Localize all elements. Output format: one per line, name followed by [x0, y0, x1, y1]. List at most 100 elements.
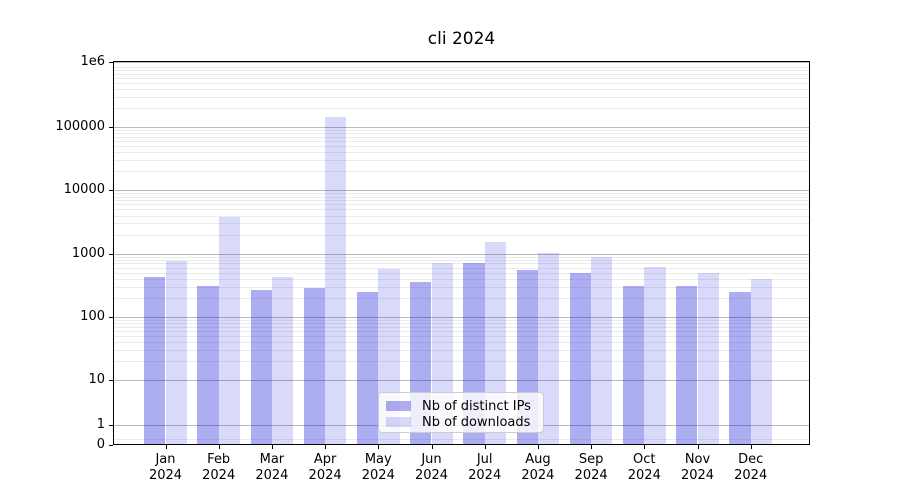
gridline-minor	[114, 152, 809, 154]
x-tick-label: Sep 2024	[574, 452, 608, 483]
x-tick-mark	[271, 445, 273, 449]
x-tick-mark	[378, 445, 380, 449]
bar-distinct-ips	[144, 276, 166, 444]
bar-distinct-ips	[250, 290, 272, 444]
gridline-minor	[114, 259, 809, 261]
gridline-minor	[114, 171, 809, 173]
gridline-minor	[114, 286, 809, 288]
gridline-minor	[114, 361, 809, 362]
x-tick-mark	[644, 445, 646, 449]
gridline-minor	[114, 256, 809, 258]
gridline-minor	[114, 196, 809, 198]
gridline-minor	[114, 209, 809, 211]
gridline-minor	[114, 83, 809, 84]
y-tick-mark	[109, 425, 113, 426]
gridline-minor	[114, 70, 809, 72]
gridline-major	[114, 380, 809, 381]
gridline-minor	[114, 89, 809, 91]
gridline-minor	[114, 322, 809, 324]
legend-swatch-downloads	[386, 417, 411, 427]
gridline-minor	[114, 193, 809, 195]
x-tick-mark	[591, 445, 593, 449]
gridline-minor	[114, 263, 809, 265]
y-tick-label: 10	[88, 372, 105, 387]
y-tick-label: 10000	[63, 182, 105, 198]
x-tick-mark	[750, 445, 752, 449]
x-tick-mark	[537, 445, 539, 449]
gridline-minor	[114, 330, 809, 332]
bar-distinct-ips	[303, 287, 326, 444]
y-tick-label: 1	[96, 417, 105, 432]
x-tick-label: Jun 2024	[414, 452, 449, 483]
x-tick-label: Dec 2024	[734, 452, 768, 483]
gridline-minor	[114, 160, 809, 162]
y-tick-label: 0	[96, 436, 105, 452]
plot-area	[113, 61, 810, 445]
gridline-minor	[114, 108, 809, 110]
gridline-major	[114, 190, 809, 192]
gridline-minor	[114, 215, 809, 217]
y-tick-label: 100000	[55, 119, 105, 135]
x-tick-mark	[218, 445, 220, 449]
gridline-minor	[114, 133, 809, 135]
x-tick-label: Jan 2024	[148, 452, 183, 483]
bar-downloads	[165, 261, 187, 444]
bar-downloads	[325, 117, 347, 444]
x-tick-label: Mar 2024	[255, 452, 289, 483]
x-tick-label: Aug 2024	[521, 452, 555, 483]
bar-downloads	[697, 273, 719, 444]
bar-downloads	[750, 278, 772, 444]
x-tick-label: Jul 2024	[468, 452, 502, 483]
legend-row-distinct-ips: Nb of distinct IPs	[386, 398, 535, 414]
bar-downloads	[271, 276, 294, 444]
y-tick-mark	[109, 190, 113, 191]
gridline-major	[114, 316, 809, 318]
gridline-minor	[114, 73, 809, 75]
bar-distinct-ips	[623, 285, 645, 444]
bar-downloads	[218, 217, 240, 444]
legend-swatch-distinct-ips	[386, 401, 411, 411]
legend-label-downloads: Nb of downloads	[422, 414, 531, 430]
legend-label-distinct-ips: Nb of distinct IPs	[422, 398, 531, 414]
y-tick-label: 1e6	[80, 54, 105, 69]
bar-distinct-ips	[357, 291, 379, 444]
gridline-minor	[114, 97, 809, 98]
x-tick-label: Feb 2024	[202, 452, 236, 483]
gridline-minor	[114, 267, 809, 269]
y-tick-mark	[109, 317, 113, 318]
legend-row-downloads: Nb of downloads	[386, 414, 535, 430]
gridline-major	[114, 62, 809, 63]
x-tick-mark	[165, 445, 167, 449]
bar-distinct-ips	[676, 285, 698, 444]
gridline-minor	[114, 78, 809, 79]
bar-distinct-ips	[569, 273, 592, 444]
x-tick-label: Apr 2024	[308, 452, 342, 483]
x-tick-mark	[431, 445, 433, 449]
gridline-major	[114, 127, 809, 129]
bar-downloads	[644, 266, 666, 444]
x-tick-mark	[484, 445, 486, 449]
bar-downloads	[591, 257, 613, 444]
bar-distinct-ips	[197, 285, 219, 444]
gridline-minor	[114, 146, 809, 148]
gridline-minor	[114, 200, 809, 202]
gridline-minor	[114, 66, 809, 68]
gridline-major	[114, 253, 809, 255]
x-tick-label: Oct 2024	[627, 452, 661, 483]
y-tick-label: 100	[80, 308, 105, 324]
gridline-minor	[114, 335, 809, 337]
gridline-minor	[114, 130, 809, 132]
gridline-minor	[114, 234, 809, 236]
x-tick-label: Nov 2024	[680, 452, 715, 483]
gridline-minor	[114, 438, 809, 440]
bar-distinct-ips	[729, 292, 751, 444]
gridline-minor	[114, 326, 809, 328]
gridline-minor	[114, 349, 809, 351]
y-tick-mark	[109, 254, 113, 255]
x-tick-label: May 2024	[361, 452, 395, 483]
chart-title: cli 2024	[427, 29, 496, 49]
y-tick-mark	[109, 445, 113, 446]
gridline-minor	[114, 137, 809, 138]
legend: Nb of distinct IPs Nb of downloads	[378, 392, 544, 433]
gridline-minor	[114, 278, 809, 280]
